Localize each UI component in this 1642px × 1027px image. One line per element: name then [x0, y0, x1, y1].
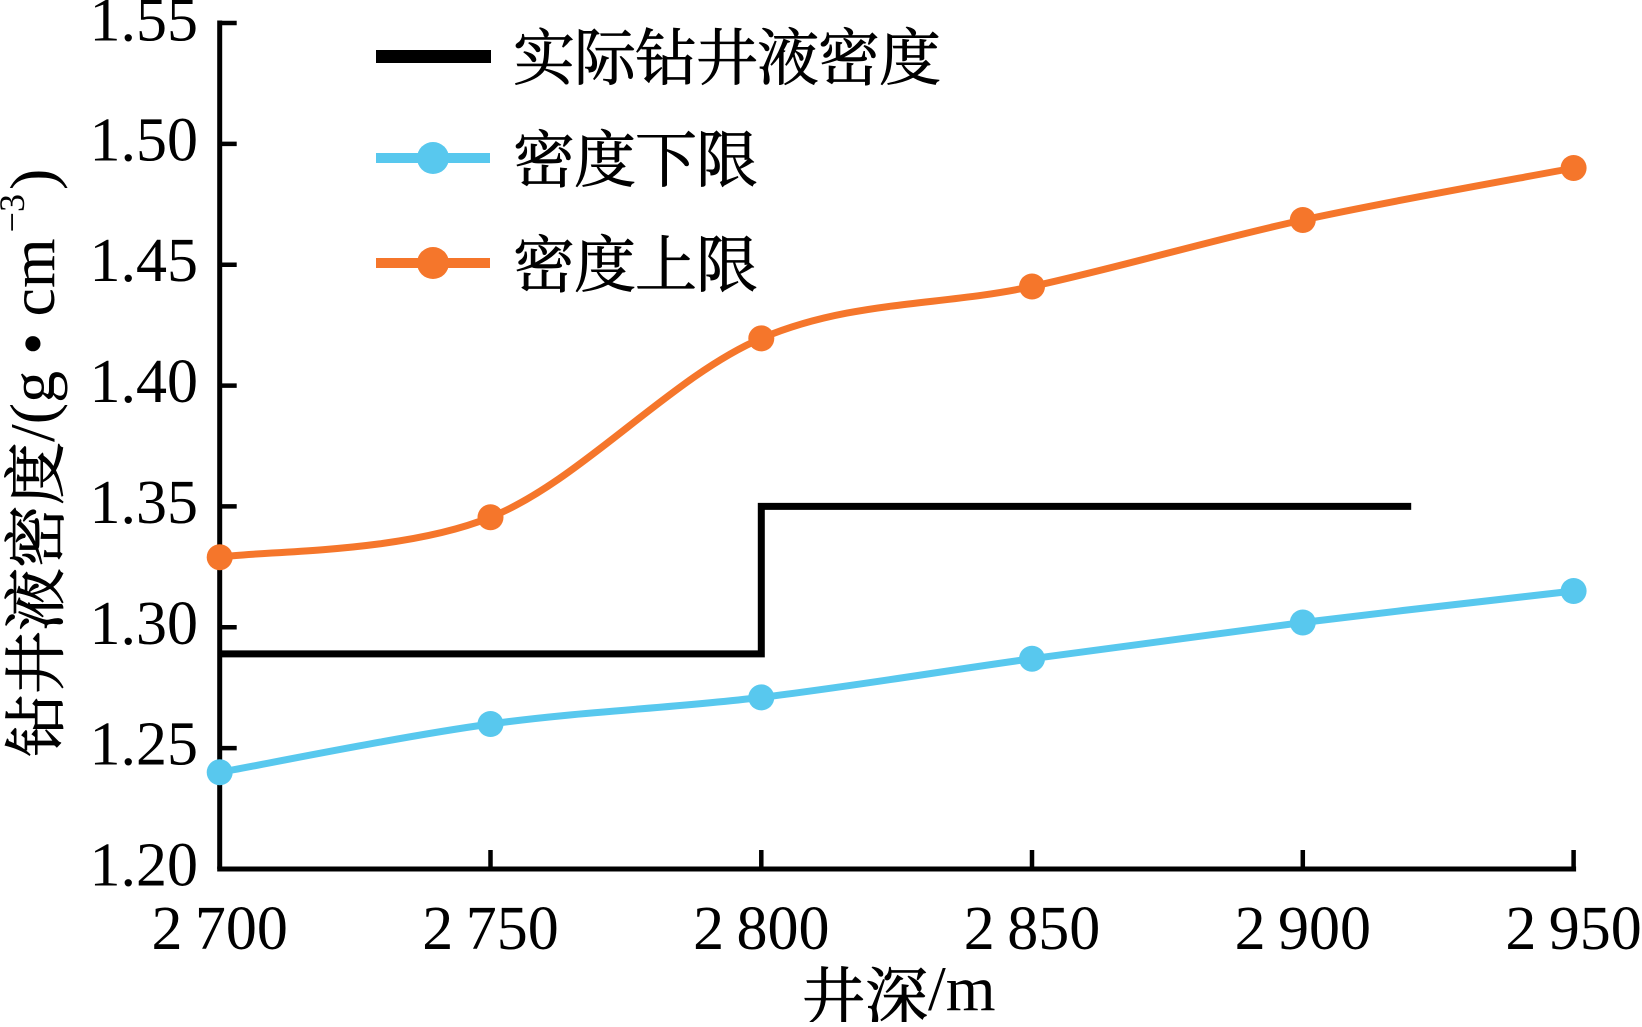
svg-text:2 700: 2 700	[151, 895, 287, 963]
svg-text:1.40: 1.40	[90, 348, 199, 416]
svg-text:2 950: 2 950	[1505, 895, 1641, 963]
svg-text:2 800: 2 800	[693, 895, 829, 963]
svg-text:/(g • cm−3): /(g • cm−3)	[0, 169, 68, 442]
svg-text:1.20: 1.20	[90, 832, 199, 900]
svg-text:1.45: 1.45	[90, 227, 199, 295]
svg-text:1.50: 1.50	[90, 106, 199, 174]
svg-text:2 750: 2 750	[422, 895, 558, 963]
svg-text:/m: /m	[928, 953, 996, 1022]
svg-text:2 850: 2 850	[964, 895, 1100, 963]
svg-text:1.55: 1.55	[90, 0, 199, 55]
svg-text:1.25: 1.25	[90, 711, 199, 779]
svg-text:2 900: 2 900	[1235, 895, 1371, 963]
svg-text:1.35: 1.35	[90, 469, 199, 537]
svg-text:1.30: 1.30	[90, 590, 199, 658]
